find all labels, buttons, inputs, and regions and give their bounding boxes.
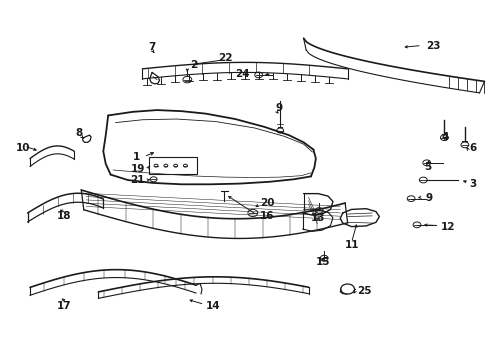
Text: 21: 21: [130, 175, 145, 185]
Text: 24: 24: [235, 69, 250, 79]
Text: 8: 8: [75, 129, 82, 138]
FancyBboxPatch shape: [149, 157, 197, 174]
Text: 15: 15: [316, 257, 330, 267]
Text: 20: 20: [260, 198, 274, 208]
Text: 11: 11: [345, 239, 360, 249]
Text: 13: 13: [311, 213, 325, 222]
Text: 23: 23: [426, 41, 441, 50]
Text: 12: 12: [441, 222, 455, 231]
Text: 5: 5: [425, 162, 432, 172]
Text: 7: 7: [148, 42, 156, 52]
Text: 17: 17: [57, 301, 72, 311]
Text: 10: 10: [15, 143, 30, 153]
Text: 9: 9: [426, 193, 433, 203]
Text: 22: 22: [218, 53, 233, 63]
Text: 9: 9: [276, 103, 283, 113]
Text: 18: 18: [57, 211, 72, 221]
Text: 19: 19: [130, 164, 145, 174]
Text: 25: 25: [357, 286, 372, 296]
Text: 14: 14: [206, 301, 220, 311]
Text: 1: 1: [133, 152, 140, 162]
Text: 4: 4: [441, 132, 449, 142]
Text: 16: 16: [260, 211, 274, 221]
Text: 3: 3: [470, 179, 477, 189]
Text: 6: 6: [470, 143, 477, 153]
Text: 2: 2: [190, 60, 197, 70]
